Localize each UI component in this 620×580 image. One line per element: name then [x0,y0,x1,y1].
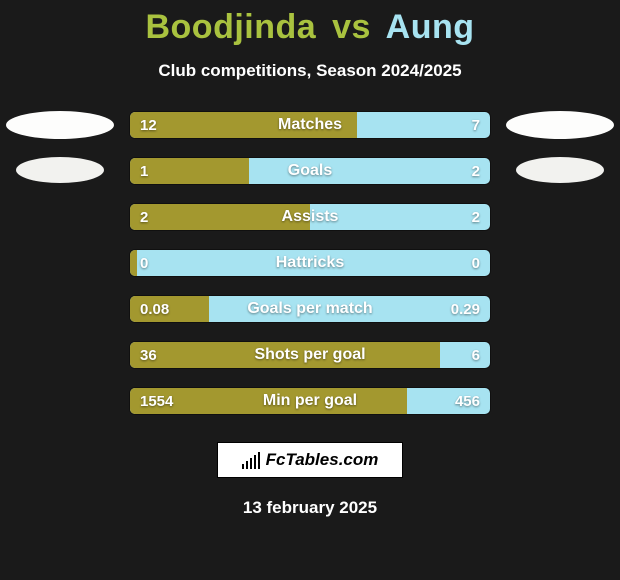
logo-bar-icon [254,455,256,469]
stat-bar-left-fill [130,204,310,230]
stat-bar-left-fill [130,342,440,368]
player1-avatar-bottom [16,157,104,183]
title-player2: Aung [386,8,475,46]
stat-bar-left-fill [130,296,209,322]
source-logo: FcTables.com [217,442,403,478]
title-vs: vs [332,8,371,46]
chart-bars-icon [242,451,260,469]
stat-bars-column: 127Matches 12Goals 22Assists 00Hattricks 0.0… [129,111,491,433]
stat-bar-left-fill [130,388,407,414]
player2-avatar-top [506,111,614,139]
card-title: Boodjinda vs Aung [0,0,620,47]
title-player1: Boodjinda [145,8,316,46]
stat-row: 127Matches [129,111,491,139]
logo-bar-icon [258,452,260,469]
stat-row: 00Hattricks [129,249,491,277]
stat-row: 12Goals [129,157,491,185]
stat-row: 0.080.29Goals per match [129,295,491,323]
stat-bar-left-fill [130,158,249,184]
stat-row: 366Shots per goal [129,341,491,369]
logo-bar-icon [242,464,244,469]
stat-bar-right-fill [130,250,490,276]
stat-row: 22Assists [129,203,491,231]
card-subtitle: Club competitions, Season 2024/2025 [0,61,620,81]
stats-area: 127Matches 12Goals 22Assists 00Hattricks 0.0… [0,111,620,431]
stat-bar-left-fill [130,250,137,276]
source-logo-text: FcTables.com [266,450,379,470]
logo-bar-icon [246,461,248,469]
logo-bar-icon [250,458,252,469]
player2-avatar-bottom [516,157,604,183]
footer-date: 13 february 2025 [0,498,620,518]
stat-row: 1554456Min per goal [129,387,491,415]
player1-avatar-top [6,111,114,139]
stat-bar-left-fill [130,112,357,138]
comparison-card: Boodjinda vs Aung Club competitions, Sea… [0,0,620,580]
